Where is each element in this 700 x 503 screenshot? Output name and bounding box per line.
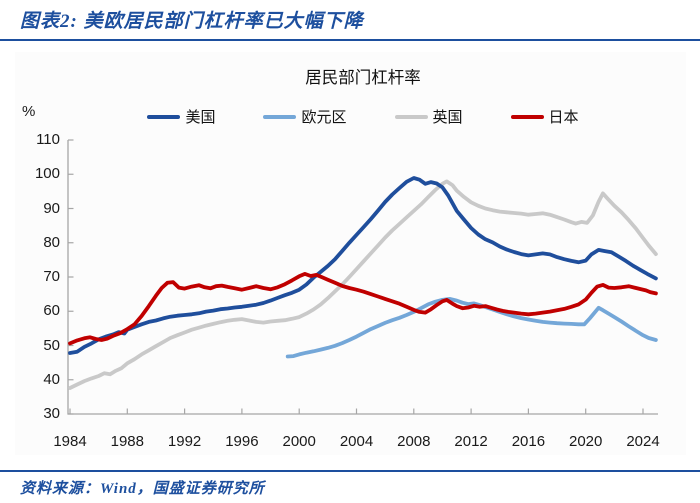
legend-item-eurozone: 欧元区 bbox=[263, 106, 347, 127]
legend-swatch-us bbox=[147, 114, 181, 119]
x-tick-label: 2008 bbox=[397, 433, 431, 450]
y-tick-label: 90 bbox=[43, 199, 60, 217]
x-tick-label: 2020 bbox=[569, 433, 603, 450]
x-tick-label: 2004 bbox=[339, 433, 374, 450]
source-text: 资料来源：Wind，国盛证券研究所 bbox=[20, 481, 265, 497]
legend-swatch-eurozone bbox=[263, 114, 297, 119]
bottom-divider bbox=[0, 470, 700, 473]
legend-item-japan: 日本 bbox=[510, 106, 579, 127]
figure-title: 图表2: 美欧居民部门杠杆率已大幅下降 bbox=[20, 11, 364, 32]
legend-swatch-japan bbox=[510, 114, 544, 119]
legend-item-us: 美国 bbox=[147, 106, 215, 127]
y-tick-label: 110 bbox=[36, 131, 60, 148]
x-tick-label: 1992 bbox=[167, 433, 202, 450]
y-tick-label: 40 bbox=[43, 370, 60, 388]
x-tick-label: 2024 bbox=[626, 433, 660, 450]
x-tick-label: 1996 bbox=[225, 433, 259, 450]
legend-label-eurozone: 欧元区 bbox=[301, 110, 347, 126]
y-tick-label: 70 bbox=[43, 268, 60, 285]
legend-label-us: 美国 bbox=[185, 110, 216, 126]
y-tick-label: 50 bbox=[43, 336, 60, 354]
legend-label-japan: 日本 bbox=[548, 110, 579, 126]
x-tick-label: 2000 bbox=[282, 433, 316, 450]
x-tick-label: 2012 bbox=[454, 433, 488, 450]
y-tick-label: 100 bbox=[34, 165, 60, 183]
chart-title: 居民部门杠杆率 bbox=[305, 68, 421, 87]
legend-item-uk: 英国 bbox=[394, 106, 463, 127]
y-tick-label: 60 bbox=[43, 302, 60, 320]
top-divider bbox=[0, 39, 700, 42]
y-tick-label: 30 bbox=[43, 405, 60, 422]
x-tick-label: 1988 bbox=[110, 433, 144, 450]
legend-label-uk: 英国 bbox=[432, 110, 463, 126]
y-tick-label: 80 bbox=[43, 233, 60, 251]
x-tick-label: 1984 bbox=[53, 433, 87, 450]
source-note: 资料来源：Wind，国盛证券研究所 bbox=[20, 477, 265, 498]
x-tick-label: 2016 bbox=[511, 433, 546, 450]
y-axis-unit-label: % bbox=[22, 103, 36, 120]
legend-swatch-uk bbox=[394, 114, 428, 119]
chart-legend: 美国 欧元区 英国 日本 bbox=[68, 106, 658, 127]
